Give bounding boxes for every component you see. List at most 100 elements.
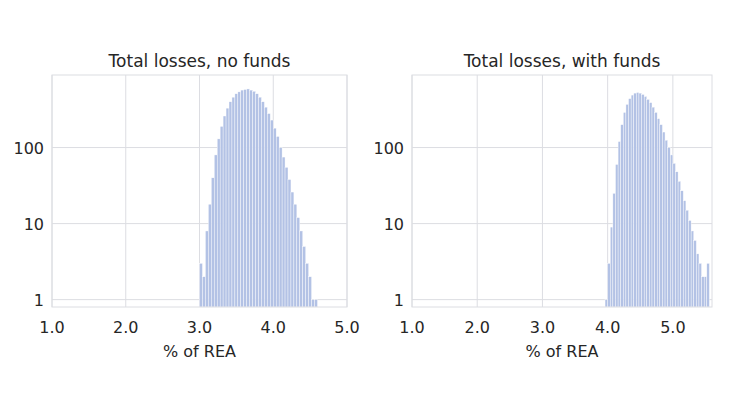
x-grid-line bbox=[542, 75, 543, 307]
y-grid-line bbox=[52, 147, 347, 148]
histogram-bar bbox=[618, 142, 621, 307]
histogram-bar bbox=[683, 201, 686, 307]
histogram-bar bbox=[205, 231, 208, 307]
y-tick-label: 10 bbox=[24, 215, 44, 234]
histogram-bar bbox=[681, 191, 684, 307]
panel: 1.02.03.04.05.0110100Total losses, no fu… bbox=[13, 51, 359, 361]
histogram-bar bbox=[282, 157, 285, 307]
y-tick-label: 100 bbox=[13, 139, 44, 158]
y-tick-label: 100 bbox=[373, 139, 404, 158]
bars bbox=[200, 89, 318, 307]
histogram-bar bbox=[288, 180, 291, 307]
histogram-bar bbox=[662, 132, 665, 307]
histogram-bar bbox=[200, 263, 203, 307]
x-tick-label: 2.0 bbox=[464, 318, 489, 337]
histogram-bar bbox=[634, 93, 637, 307]
histogram-bar bbox=[696, 254, 699, 307]
histogram-bar bbox=[259, 97, 262, 307]
histogram-bar bbox=[270, 120, 273, 307]
histogram-bar bbox=[626, 104, 629, 307]
histogram-bar bbox=[217, 139, 220, 307]
histogram-bar bbox=[211, 178, 214, 307]
histogram-bar bbox=[647, 99, 650, 307]
x-tick-label: 2.0 bbox=[113, 318, 138, 337]
histogram-bar bbox=[639, 93, 642, 307]
histogram-bar bbox=[264, 107, 267, 307]
chart-title: Total losses, with funds bbox=[463, 51, 661, 71]
histogram-bar bbox=[665, 140, 668, 307]
histogram-bar bbox=[285, 167, 288, 307]
histogram-bar bbox=[279, 148, 282, 307]
plot-frame bbox=[412, 75, 712, 307]
y-tick-label: 1 bbox=[34, 291, 44, 310]
x-grid-line bbox=[477, 75, 478, 307]
histogram-bar bbox=[306, 263, 309, 307]
histogram-bar bbox=[235, 94, 238, 307]
histogram-bar bbox=[202, 277, 205, 307]
bars bbox=[605, 92, 709, 307]
histogram-bar bbox=[707, 263, 710, 307]
histogram-bar bbox=[673, 163, 676, 307]
y-grid-line bbox=[52, 223, 347, 224]
histogram-bar bbox=[244, 90, 247, 307]
histogram-bar bbox=[294, 204, 297, 307]
histogram-bar bbox=[649, 103, 652, 307]
histogram-bar bbox=[670, 155, 673, 307]
histogram-bar bbox=[297, 218, 300, 307]
x-axis-label: % of REA bbox=[163, 342, 236, 361]
histogram-bar bbox=[303, 246, 306, 307]
y-tick-label: 1 bbox=[394, 291, 404, 310]
histogram-bar bbox=[273, 128, 276, 307]
x-tick-label: 3.0 bbox=[530, 318, 555, 337]
histogram-bar bbox=[621, 125, 624, 307]
histogram-bar bbox=[315, 300, 318, 307]
histogram-bar bbox=[605, 300, 608, 307]
histogram-bar bbox=[652, 107, 655, 307]
x-tick-label: 5.0 bbox=[334, 318, 359, 337]
histogram-bar bbox=[232, 97, 235, 307]
histogram-bar bbox=[267, 114, 270, 307]
histogram-bar bbox=[660, 125, 663, 307]
x-axis-label: % of REA bbox=[526, 342, 599, 361]
y-tick-label: 10 bbox=[384, 215, 404, 234]
histogram-bar bbox=[678, 181, 681, 307]
histogram-bar bbox=[291, 192, 294, 307]
histogram-bar bbox=[229, 102, 232, 307]
histogram-bar bbox=[655, 112, 658, 307]
histogram-bar bbox=[610, 227, 613, 307]
histogram-bar bbox=[699, 263, 702, 307]
plot-frame bbox=[52, 75, 347, 307]
chart-title: Total losses, no funds bbox=[108, 51, 291, 71]
histogram-bar bbox=[309, 277, 312, 307]
figure: 1.02.03.04.05.0110100Total losses, no fu… bbox=[0, 0, 730, 410]
histogram-bar bbox=[253, 91, 256, 307]
histogram-bar bbox=[214, 155, 217, 307]
x-tick-label: 1.0 bbox=[399, 318, 424, 337]
histogram-bar bbox=[208, 204, 211, 307]
histogram-bar bbox=[694, 240, 697, 307]
histogram-bar bbox=[300, 231, 303, 307]
histogram-bar bbox=[668, 148, 671, 307]
histogram-bar bbox=[241, 90, 244, 307]
histogram-bar bbox=[223, 116, 226, 307]
histogram-bar bbox=[631, 95, 634, 307]
histogram-bar bbox=[226, 108, 229, 307]
histogram-bar bbox=[220, 126, 223, 307]
histogram-bar bbox=[657, 119, 660, 307]
x-tick-label: 5.0 bbox=[660, 318, 685, 337]
histogram-bar bbox=[702, 277, 705, 307]
histogram-bar bbox=[312, 300, 315, 307]
x-tick-label: 3.0 bbox=[187, 318, 212, 337]
histogram-bar bbox=[256, 94, 259, 307]
x-grid-line bbox=[125, 75, 126, 307]
histogram-bar bbox=[691, 231, 694, 307]
histogram-bar bbox=[675, 172, 678, 307]
histogram-bar bbox=[689, 220, 692, 307]
histogram-bar bbox=[686, 210, 689, 307]
histogram-bar bbox=[261, 102, 264, 307]
histogram-bar bbox=[644, 96, 647, 307]
histogram-bar bbox=[636, 92, 639, 307]
histogram-bar bbox=[704, 277, 707, 307]
histogram-bar bbox=[613, 193, 616, 307]
histogram-bar bbox=[623, 112, 626, 307]
